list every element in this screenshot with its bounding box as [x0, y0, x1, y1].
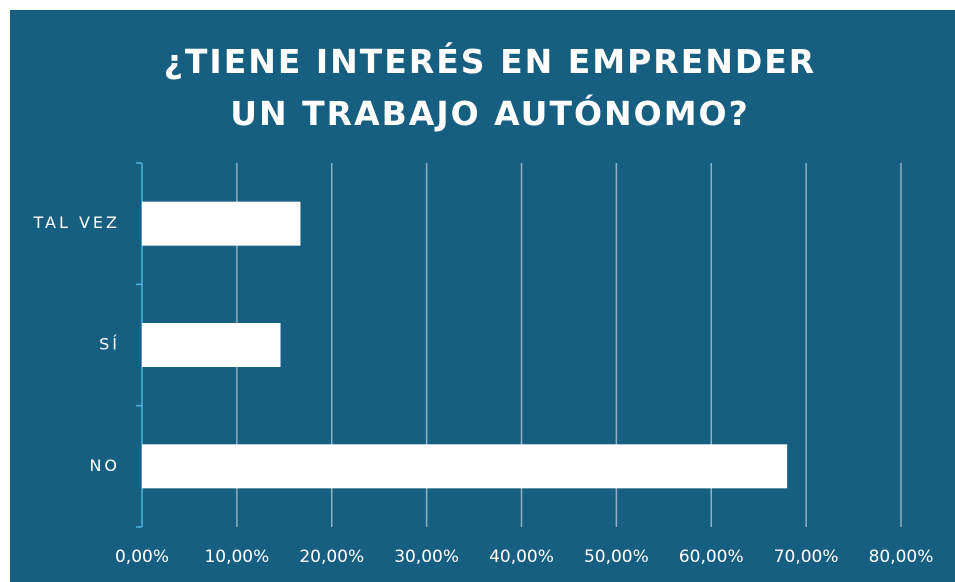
x-tick-label: 50,00%: [584, 547, 649, 567]
y-tick-label: TAL VEZ: [33, 213, 121, 232]
bar: [142, 323, 281, 367]
bar: [142, 444, 788, 489]
y-tick-label: NO: [89, 456, 120, 475]
bar: [142, 201, 301, 246]
x-tick-label: 0,00%: [115, 547, 169, 567]
x-tick-label: 10,00%: [204, 547, 269, 567]
x-tick-label: 30,00%: [394, 547, 459, 567]
x-tick-label: 80,00%: [869, 547, 934, 567]
x-tick-label: 60,00%: [679, 547, 744, 567]
x-tick-label: 20,00%: [299, 547, 364, 567]
x-tick-label: 40,00%: [489, 547, 554, 567]
x-tick-label: 70,00%: [774, 547, 839, 567]
chart-title: ¿TIENE INTERÉS EN EMPRENDER UN TRABAJO A…: [163, 42, 817, 133]
y-tick-label: SÍ: [99, 335, 120, 354]
